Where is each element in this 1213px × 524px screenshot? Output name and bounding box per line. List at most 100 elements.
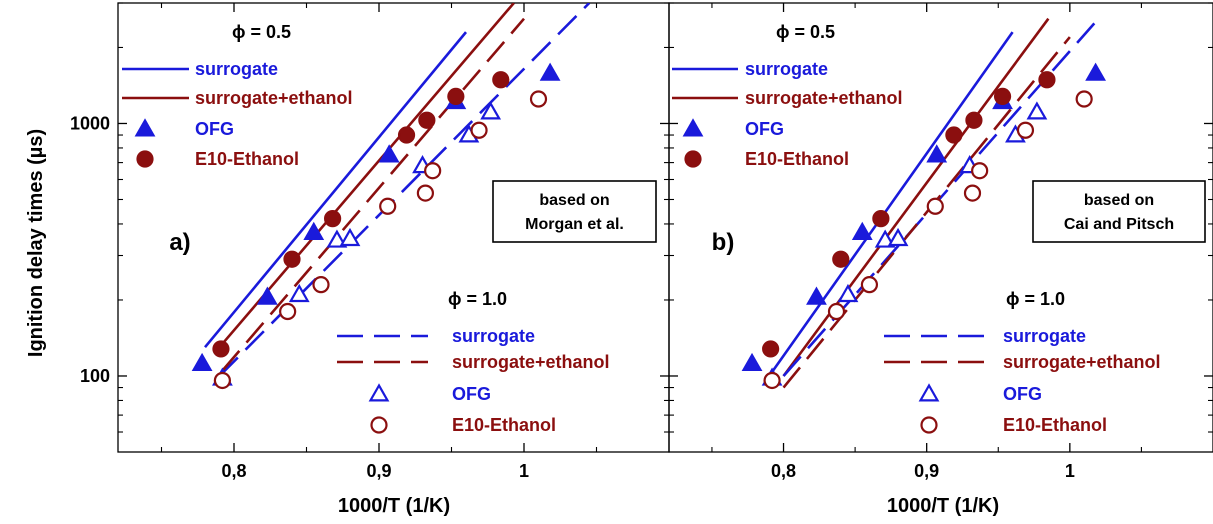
point-e10-ethanol-phi-1 [860,276,879,294]
panel-b: 0,8 0,9 1 ϕ = 0.5 surrogate surrogate+ethanol… [668,2,1213,481]
point-e10-ethanol-phi-0.5 [872,210,890,228]
point-e10-ethanol-phi-0.5 [945,126,963,144]
point-e10-ethanol-phi-0.5 [1038,71,1056,89]
point-e10-ethanol-phi-0.5 [447,87,465,106]
legend-entry: surrogate [745,59,828,79]
panel-label: b) [712,229,735,256]
x-tick-label: 0,8 [771,461,796,481]
point-e10-ethanol-phi-1 [963,184,982,202]
point-ofg-phi-0.5 [1085,62,1107,81]
x-tick-label: 1 [1065,461,1075,481]
legend-marker-swatch [136,150,154,168]
x-tick-label: 0,9 [914,461,939,481]
point-ofg-phi-1 [326,229,348,248]
legend-entry: surrogate+ethanol [452,352,610,372]
point-e10-ethanol-phi-0.5 [324,210,342,228]
point-ofg-phi-0.5 [806,286,827,305]
legend-marker-swatch [682,118,704,137]
x-axis-title-a: 1000/T (1/K) [338,495,450,517]
legend-marker-swatch [370,416,388,434]
legend-phi-05-label: ϕ = 0.5 [232,22,291,42]
point-ofg-phi-1 [837,283,859,303]
point-e10-ethanol-phi-1 [926,197,944,215]
data-layer [741,17,1107,390]
point-e10-ethanol-phi-0.5 [762,340,780,358]
panel-a: 0,8 0,9 1 100 1000 ϕ = 0.5 surrogate surrogate+… [70,2,670,481]
legend-entry: surrogate [1003,326,1086,346]
panel-label: a) [169,229,190,256]
legend-marker-swatch [368,383,390,402]
legend-entry: OFG [195,119,234,139]
point-e10-ethanol-phi-1 [424,162,442,180]
x-tick-label: 0,9 [366,461,391,481]
point-e10-ethanol-phi-1 [312,276,330,294]
legend-marker-swatch [918,383,940,402]
point-e10-ethanol-phi-1 [971,162,989,180]
point-e10-ethanol-phi-0.5 [397,126,416,144]
point-e10-ethanol-phi-0.5 [993,87,1012,106]
data-layer [191,3,591,390]
line-surrogate-phi-0.5 [768,31,1014,377]
point-e10-ethanol-phi-1 [416,184,434,202]
legend-marker-swatch [684,150,702,168]
x-tick-label: 0,8 [221,461,246,481]
point-e10-ethanol-phi-1 [379,197,397,215]
point-ofg-phi-0.5 [741,352,763,372]
y-axis-title: Ignition delay times (µs) [25,129,47,357]
point-ofg-phi-0.5 [303,221,325,240]
x-tick-label: 1 [519,461,529,481]
annotation-box [1032,180,1206,243]
legend-entry: OFG [452,384,491,404]
point-e10-ethanol-phi-0.5 [283,250,301,268]
point-e10-ethanol-phi-1 [529,90,548,108]
plot-frame [668,2,1213,453]
annotation-box [492,180,657,243]
legend-entry: surrogate+ethanol [1003,352,1161,372]
legend-phi-10-label: ϕ = 1.0 [1006,289,1065,309]
legend-entry: E10-Ethanol [1003,415,1107,435]
point-ofg-phi-1 [339,227,361,247]
y-tick-label: 100 [80,366,110,386]
legend-entry: surrogate [452,326,535,346]
point-e10-ethanol-phi-1 [279,302,297,321]
point-e10-ethanol-phi-0.5 [212,340,230,358]
legend-entry: OFG [745,119,784,139]
line-surrogate-phi-0.5 [203,31,468,349]
annotation-text: based on [1084,192,1154,209]
point-ofg-phi-1 [887,227,909,247]
point-ofg-phi-0.5 [378,144,400,163]
point-e10-ethanol-phi-1 [763,371,781,390]
chart-panels: 0,8 0,9 1 100 1000 ϕ = 0.5 surrogate surrogate+… [70,2,1213,481]
point-ofg-phi-1 [1026,101,1048,120]
legend-entry: surrogate [195,59,278,79]
y-tick-label: 1000 [70,113,110,133]
legend-entry: E10-Ethanol [452,415,556,435]
legend-entry: surrogate+ethanol [195,88,353,108]
point-ofg-phi-0.5 [851,221,873,240]
point-ofg-phi-1 [480,101,502,120]
legend-marker-swatch [920,416,938,434]
point-ofg-phi-0.5 [191,352,213,372]
point-ofg-phi-1 [288,283,310,303]
legend-entry: OFG [1003,384,1042,404]
legend-entry: E10-Ethanol [745,149,849,169]
line-surrogate-ethanol-phi-1 [221,17,525,372]
legend-phi-10-label: ϕ = 1.0 [448,289,507,309]
point-e10-ethanol-phi-0.5 [832,250,850,268]
point-e10-ethanol-phi-0.5 [492,71,510,89]
point-e10-ethanol-phi-1 [1075,90,1093,108]
legend-marker-swatch [134,118,156,137]
point-ofg-phi-0.5 [256,286,278,305]
legend-phi-05-label: ϕ = 0.5 [776,22,835,42]
point-e10-ethanol-phi-1 [470,121,488,139]
annotation-text: based on [539,192,609,209]
legend-entry: E10-Ethanol [195,149,299,169]
point-e10-ethanol-phi-0.5 [965,111,983,129]
line-surrogate-ethanol-phi-0.5 [782,17,1050,377]
point-e10-ethanol-phi-1 [213,371,231,390]
point-e10-ethanol-phi-1 [827,302,846,321]
point-ofg-phi-0.5 [926,144,948,163]
point-e10-ethanol-phi-0.5 [418,111,436,129]
point-ofg-phi-0.5 [539,62,561,81]
